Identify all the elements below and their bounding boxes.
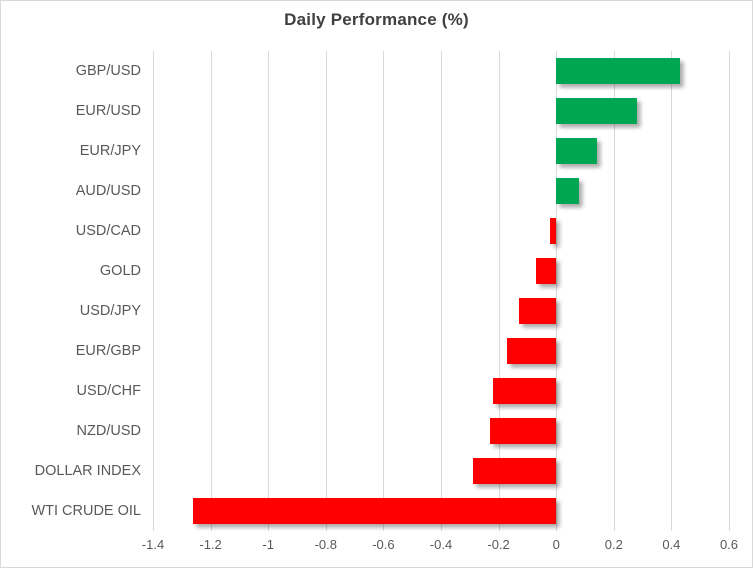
bar-gold (536, 258, 557, 284)
bar-usd-chf (492, 378, 557, 404)
category-label: EUR/GBP (75, 343, 141, 359)
gridline (729, 51, 730, 531)
gridline (498, 51, 500, 531)
x-tick-label: 0 (552, 537, 560, 552)
x-tick-label: -0.2 (487, 537, 510, 552)
gridline (556, 51, 558, 531)
category-axis: GBP/USD EUR/USD EUR/JPY AUD/USD USD/CAD GOLD U… (1, 51, 147, 531)
bar-eur-usd (556, 98, 637, 124)
gridline (441, 51, 442, 531)
gridline (153, 51, 154, 531)
x-tick-label: 0.4 (662, 537, 681, 552)
bar-gbp-usd (556, 58, 681, 84)
category-label: GOLD (99, 263, 141, 279)
category-label: USD/CAD (75, 223, 141, 239)
category-label: AUD/USD (75, 183, 141, 199)
x-tick-label: -0.8 (314, 537, 337, 552)
x-tick-label: -1 (262, 537, 274, 552)
x-tick-label: -0.4 (429, 537, 453, 552)
gridline (268, 51, 270, 531)
x-tick-label: 0.6 (719, 537, 739, 552)
x-tick-label: 0.2 (604, 537, 623, 552)
x-tick-label: -0.6 (372, 537, 395, 552)
category-label: DOLLAR INDEX (34, 463, 141, 479)
gridline (671, 51, 673, 531)
x-tick-label: -1.4 (141, 537, 165, 552)
category-label: NZD/USD (76, 423, 141, 439)
bar-wti-crude-oil (193, 498, 557, 524)
bar-usd-jpy (518, 298, 557, 324)
category-label: EUR/JPY (79, 143, 141, 159)
plot-area (153, 51, 730, 531)
category-label: GBP/USD (75, 63, 141, 79)
chart-title: Daily Performance (%) (284, 10, 469, 29)
x-tick-label: -1.2 (199, 537, 222, 552)
gridline (613, 51, 615, 531)
value-axis: -1.4 -1.2 -1 -0.8 -0.6 -0.4 -0.2 0 0.2 0.4 0.6 (1, 537, 752, 557)
bar-eur-jpy (556, 138, 597, 164)
category-label: WTI CRUDE OIL (31, 503, 141, 519)
gridline (325, 51, 327, 531)
bar-usd-cad (550, 218, 557, 244)
gridline (383, 51, 385, 531)
bar-aud-usd (556, 178, 580, 204)
gridline (210, 51, 212, 531)
bar-dollar-index (472, 458, 557, 484)
category-label: USD/CHF (76, 383, 141, 399)
category-label: EUR/USD (75, 103, 141, 119)
category-label: USD/JPY (79, 303, 141, 319)
bar-eur-gbp (507, 338, 557, 364)
bar-nzd-usd (490, 418, 557, 444)
